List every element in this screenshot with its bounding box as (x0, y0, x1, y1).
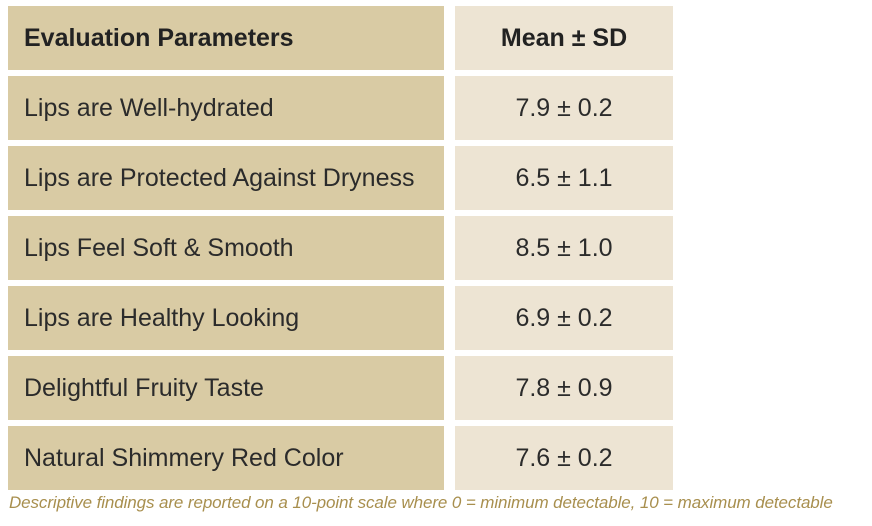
mean-cell: 7.9 ± 0.2 (455, 76, 673, 140)
table-row: Lips are Protected Against Dryness 6.5 ±… (8, 146, 673, 210)
parameter-cell: Lips are Well-hydrated (8, 76, 444, 140)
table-row: Natural Shimmery Red Color 7.6 ± 0.2 (8, 426, 673, 490)
header-mean-cell: Mean ± SD (455, 6, 673, 70)
mean-cell: 6.9 ± 0.2 (455, 286, 673, 350)
header-parameter-cell: Evaluation Parameters (8, 6, 444, 70)
parameter-cell: Lips are Protected Against Dryness (8, 146, 444, 210)
table-row: Delightful Fruity Taste 7.8 ± 0.9 (8, 356, 673, 420)
parameter-cell: Natural Shimmery Red Color (8, 426, 444, 490)
table-header-row: Evaluation Parameters Mean ± SD (8, 6, 673, 70)
mean-cell: 7.8 ± 0.9 (455, 356, 673, 420)
table-row: Lips are Well-hydrated 7.9 ± 0.2 (8, 76, 673, 140)
mean-cell: 7.6 ± 0.2 (455, 426, 673, 490)
parameter-cell: Lips are Healthy Looking (8, 286, 444, 350)
footnote: Descriptive findings are reported on a 1… (9, 493, 833, 512)
table-row: Lips are Healthy Looking 6.9 ± 0.2 (8, 286, 673, 350)
table-row: Lips Feel Soft & Smooth 8.5 ± 1.0 (8, 216, 673, 280)
mean-cell: 8.5 ± 1.0 (455, 216, 673, 280)
evaluation-table: Evaluation Parameters Mean ± SD Lips are… (8, 6, 673, 496)
parameter-cell: Lips Feel Soft & Smooth (8, 216, 444, 280)
mean-cell: 6.5 ± 1.1 (455, 146, 673, 210)
parameter-cell: Delightful Fruity Taste (8, 356, 444, 420)
